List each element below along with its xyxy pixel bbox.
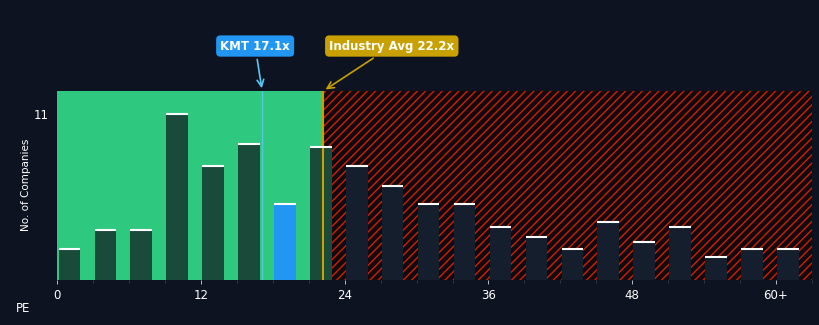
- Bar: [238, 144, 260, 280]
- Bar: [740, 249, 762, 280]
- Bar: [632, 242, 654, 280]
- Bar: [382, 186, 403, 280]
- Text: PE: PE: [16, 302, 30, 315]
- Bar: [166, 114, 188, 280]
- Bar: [489, 227, 510, 280]
- Bar: [130, 230, 152, 280]
- Bar: [776, 249, 798, 280]
- Bar: [202, 166, 224, 280]
- Bar: [346, 166, 367, 280]
- Bar: [525, 237, 546, 280]
- Y-axis label: No. of Companies: No. of Companies: [20, 139, 30, 231]
- Bar: [668, 227, 690, 280]
- Bar: [323, 91, 811, 280]
- Bar: [704, 257, 726, 280]
- Bar: [310, 147, 331, 280]
- Text: Industry Avg 22.2x: Industry Avg 22.2x: [327, 40, 454, 88]
- Text: KMT 17.1x: KMT 17.1x: [220, 40, 290, 86]
- Bar: [597, 222, 618, 280]
- Bar: [94, 230, 116, 280]
- Bar: [418, 204, 439, 280]
- Bar: [57, 91, 323, 280]
- Bar: [561, 249, 582, 280]
- Bar: [453, 204, 475, 280]
- Bar: [58, 249, 80, 280]
- Bar: [323, 91, 811, 280]
- Bar: [274, 204, 296, 280]
